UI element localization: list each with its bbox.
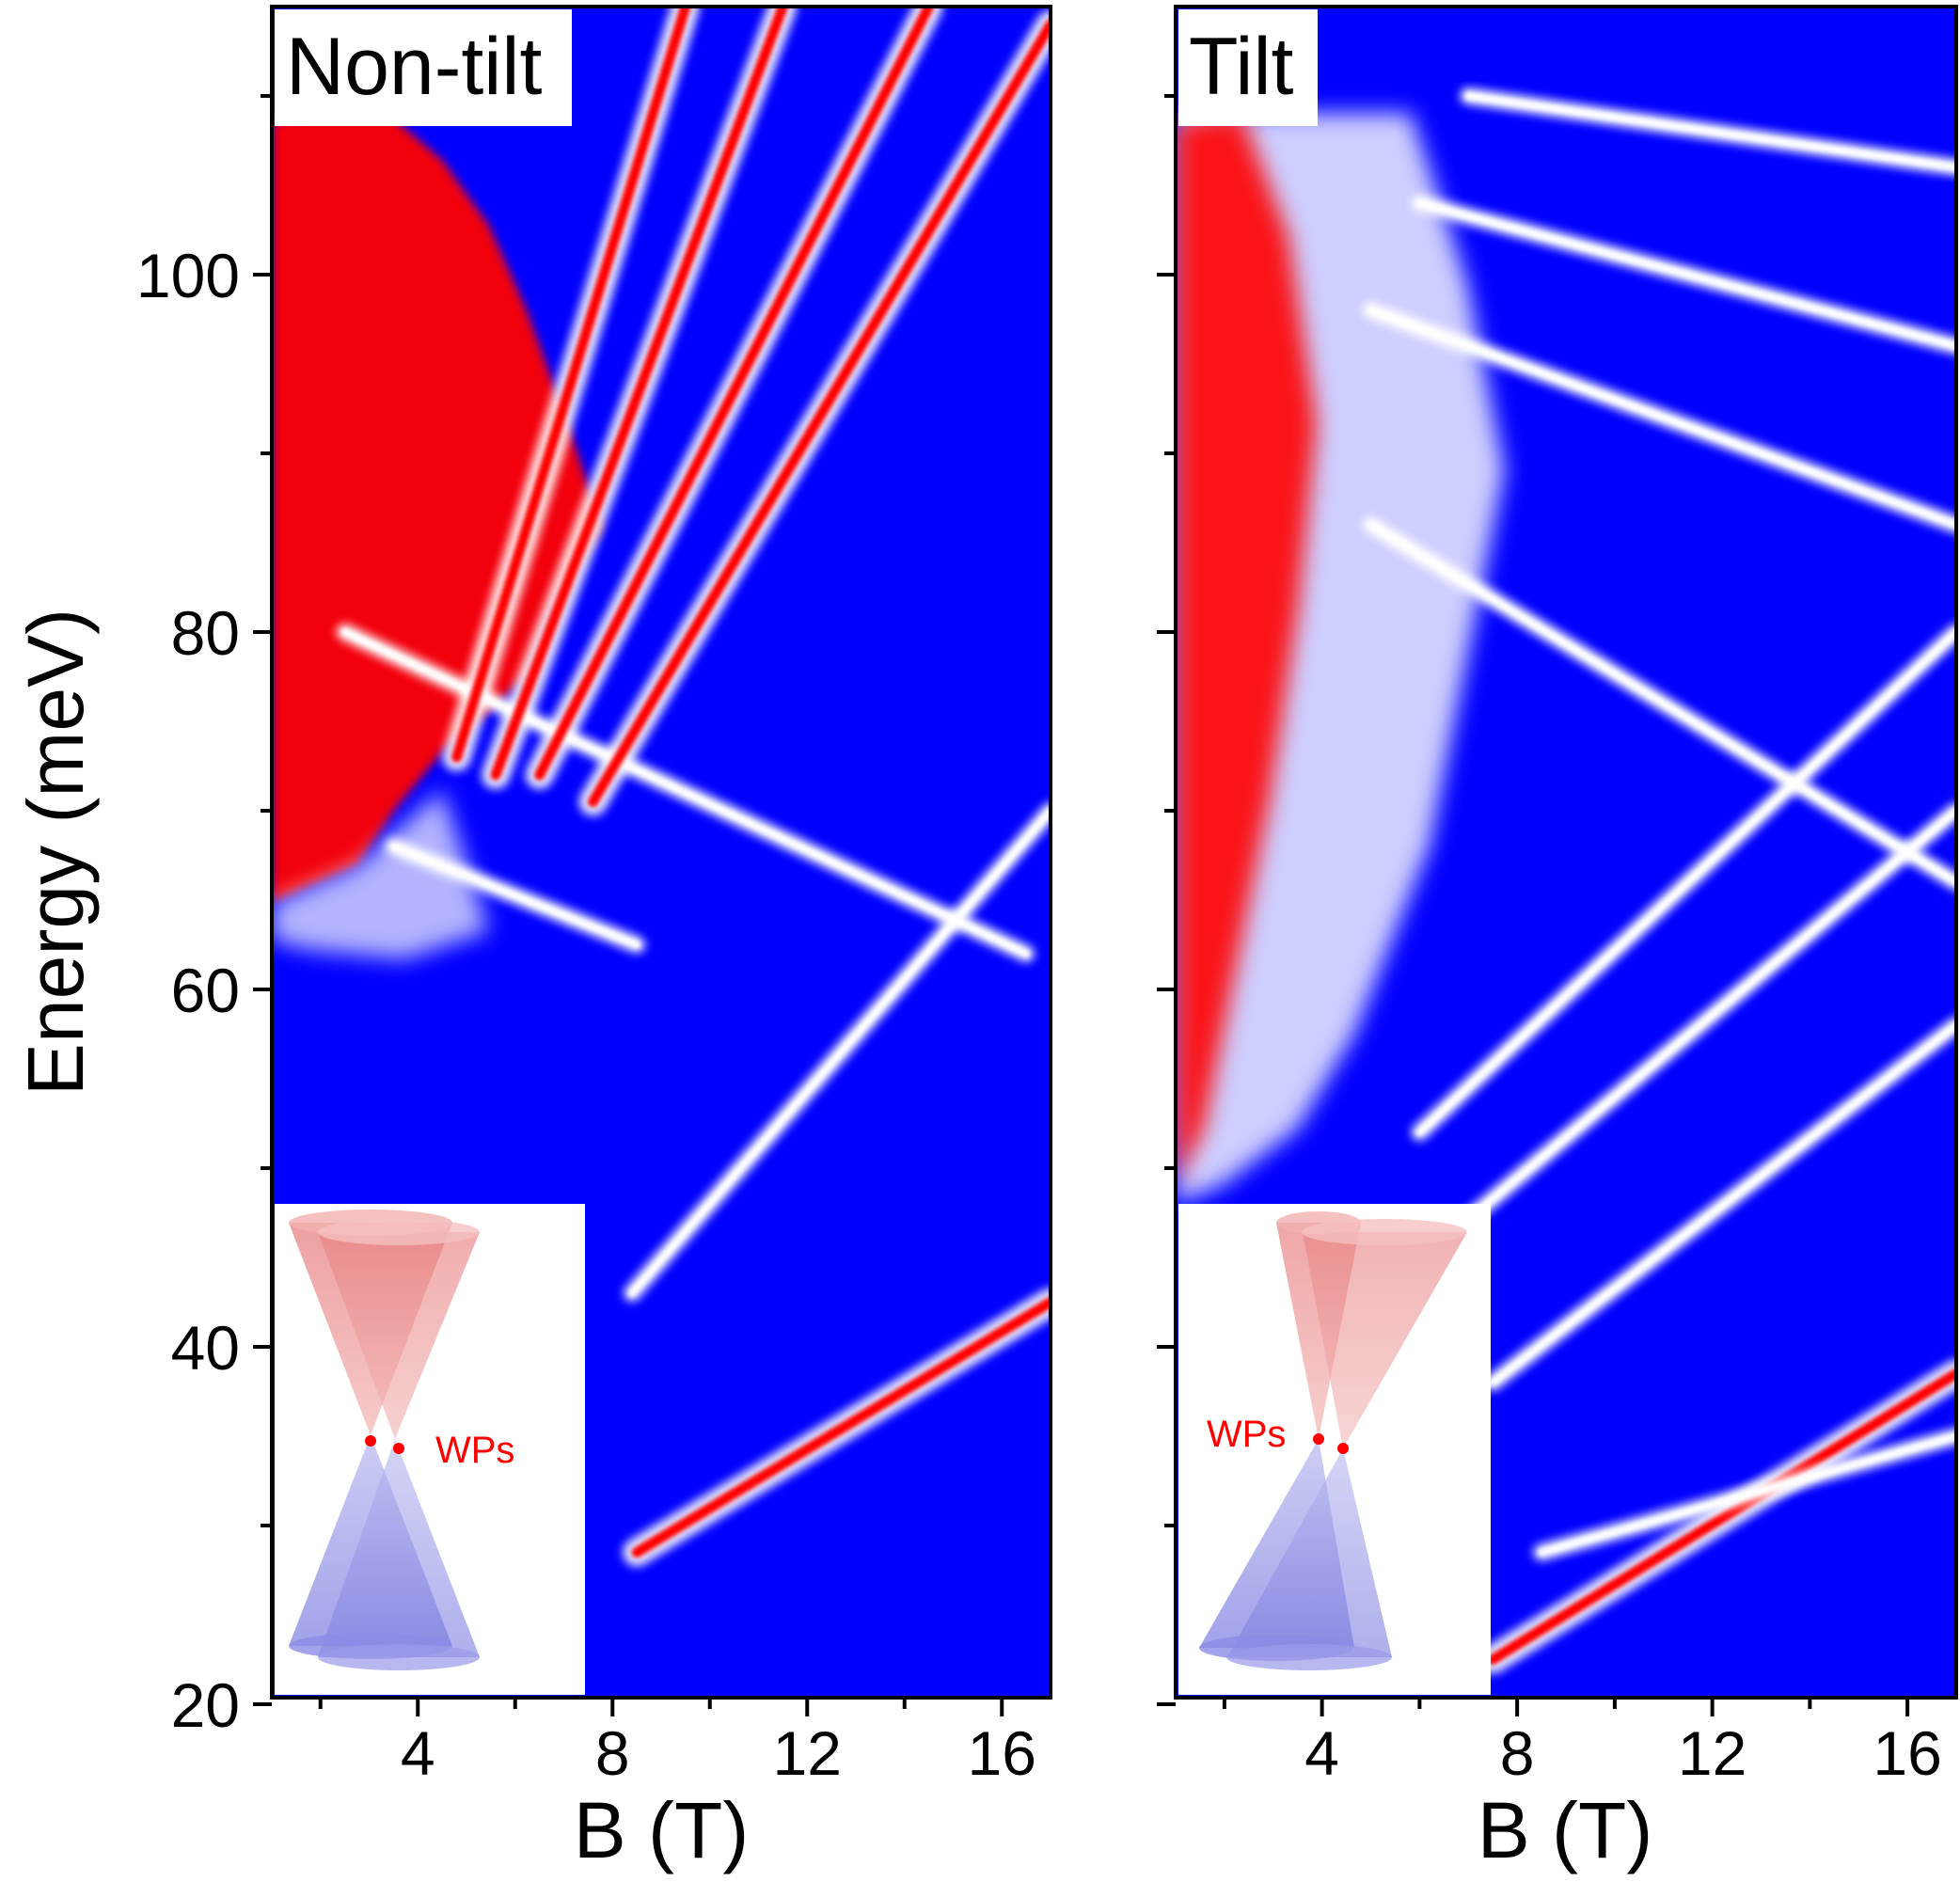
axis-ticks xyxy=(253,94,1004,1716)
x-tick-label: 16 xyxy=(968,1718,1036,1788)
y-axis-title: Energy (meV) xyxy=(11,609,100,1096)
panel-title-box xyxy=(1178,9,1318,126)
level-line-lowest-level xyxy=(631,1297,1051,1558)
x-tick-label: 8 xyxy=(595,1718,630,1788)
weyl-point-1 xyxy=(365,1435,376,1447)
panel-title: Tilt xyxy=(1189,22,1294,112)
plot-frame xyxy=(1174,5,1958,1700)
level-line-fan-3 xyxy=(490,7,788,781)
level-line-level-c xyxy=(341,628,1030,957)
level-line-cross-3 xyxy=(1415,199,1956,350)
x-axis-title: B (T) xyxy=(574,1786,750,1874)
level-line-lowest-level xyxy=(1487,1368,1956,1665)
y-tick-label: 80 xyxy=(171,598,240,668)
level-line-fan-1 xyxy=(588,19,1051,807)
red-density-region xyxy=(1176,113,1317,1185)
level-line-level-d xyxy=(1415,628,1956,1136)
weyl-point-2 xyxy=(393,1443,404,1454)
x-tick-labels: 4 8 12 16 xyxy=(1304,1718,1942,1788)
weyl-point-1 xyxy=(1313,1433,1324,1445)
level-line-level-b xyxy=(389,843,640,948)
axis-ticks xyxy=(1157,94,1910,1716)
x-axis-title: B (T) xyxy=(1478,1786,1653,1874)
y-tick-labels: 20 40 60 80 100 xyxy=(136,241,240,1740)
y-tick-label: 60 xyxy=(171,956,240,1025)
x-tick-label: 8 xyxy=(1500,1718,1535,1788)
weyl-point-2 xyxy=(1337,1443,1349,1454)
level-line-level-b xyxy=(1489,1021,1956,1386)
plot-frame xyxy=(270,5,1052,1700)
white-fade-region xyxy=(272,790,489,959)
inset-weyl-cone: WPs xyxy=(1178,1204,1491,1695)
cone-icon xyxy=(289,1210,480,1670)
x-tick-label: 16 xyxy=(1873,1718,1941,1788)
y-tick-label: 40 xyxy=(171,1313,240,1383)
level-line-cross-2 xyxy=(1367,307,1956,529)
x-tick-labels: 4 8 12 16 xyxy=(401,1718,1036,1788)
landau-levels xyxy=(1362,87,1956,1674)
red-density-region xyxy=(272,103,602,903)
y-tick-label: 20 xyxy=(171,1670,240,1740)
panel-title-box xyxy=(275,9,572,126)
x-tick-label: 4 xyxy=(401,1718,435,1788)
inset-wp-label: WPs xyxy=(1207,1414,1286,1455)
panel-non-tilt: 4 8 12 16 20 40 60 80 100 Non-tilt WPs B (T) xyxy=(11,5,1052,1874)
level-line-cross-1 xyxy=(1367,521,1956,886)
level-line-fan-4 xyxy=(451,7,691,763)
inset-wp-label: WPs xyxy=(435,1430,514,1471)
x-tick-label: 12 xyxy=(1678,1718,1747,1788)
cone-icon xyxy=(1199,1211,1467,1670)
level-line-level-c xyxy=(1440,807,1956,1243)
level-line-fan-2 xyxy=(534,7,935,781)
level-line-level-a xyxy=(1538,1432,1956,1556)
heatmap-red-region xyxy=(1176,113,1505,1204)
level-line-cross-4 xyxy=(1464,92,1956,171)
x-tick-label: 12 xyxy=(773,1718,842,1788)
level-line-level-a xyxy=(628,807,1051,1297)
panel-tilt: 4 8 12 16 Tilt WPs B (T) xyxy=(1157,5,1958,1874)
y-tick-label: 100 xyxy=(136,241,240,310)
inset-weyl-cone: WPs xyxy=(275,1204,585,1695)
landau-levels xyxy=(272,7,1051,1567)
panel-title: Non-tilt xyxy=(286,22,543,112)
x-tick-label: 4 xyxy=(1304,1718,1339,1788)
heatmap-red-region xyxy=(272,103,602,959)
